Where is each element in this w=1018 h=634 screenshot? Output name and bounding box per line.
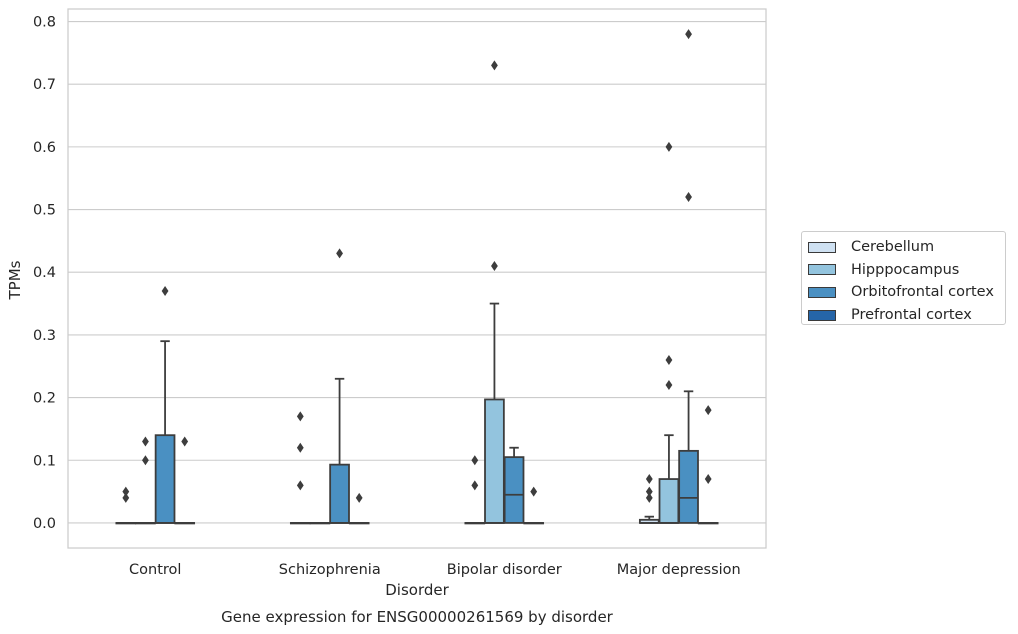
chart-caption: Gene expression for ENSG00000261569 by d… <box>221 608 614 626</box>
outlier-point <box>471 455 479 466</box>
outlier-point <box>685 29 692 40</box>
outlier-point <box>491 260 498 271</box>
y-tick-label: 0.7 <box>33 77 56 93</box>
plot-frame <box>67 8 767 549</box>
x-tick-label: Major depression <box>617 562 741 578</box>
x-tick-labels: Control Schizophrenia Bipolar disorder Majo… <box>129 562 741 578</box>
outlier-point <box>491 60 498 71</box>
outlier-point <box>685 192 692 203</box>
outlier-point <box>704 474 712 485</box>
box-orbitofrontal-cortex <box>503 446 525 524</box>
box-prefrontal-cortex <box>174 436 196 525</box>
outlier-point <box>142 455 149 466</box>
y-tick-label: 0.0 <box>33 516 56 532</box>
box-cerebellum <box>464 455 486 525</box>
x-axis-label: Disorder <box>385 581 449 599</box>
legend-item: Cerebellum <box>808 236 1005 259</box>
legend-item: Prefrontal cortex <box>808 304 1005 327</box>
legend-swatch <box>808 241 836 253</box>
box-prefrontal-cortex <box>523 486 545 525</box>
outlier-point <box>122 492 130 503</box>
legend-label: Orbitofrontal cortex <box>851 284 994 301</box>
legend-swatch <box>808 309 836 321</box>
box-hipppocampus <box>309 522 331 525</box>
legend-label: Cerebellum <box>851 239 935 256</box>
box-prefrontal-cortex <box>348 492 370 525</box>
outlier-point <box>665 141 673 152</box>
outlier-point <box>355 492 363 503</box>
y-tick-label: 0.1 <box>33 453 56 469</box>
outlier-point <box>645 474 653 485</box>
y-tick-label: 0.4 <box>33 265 56 281</box>
y-tick-label: 0.6 <box>33 140 56 156</box>
outlier-point <box>665 380 673 391</box>
x-tick-label: Control <box>129 562 181 578</box>
box-orbitofrontal-cortex <box>678 29 699 524</box>
legend-swatch <box>808 264 836 276</box>
outlier-point <box>296 442 304 453</box>
grid-lines <box>68 20 766 524</box>
legend: Cerebellum Hipppocampus Orbitofrontal cort… <box>801 231 1006 325</box>
x-tick-label: Bipolar disorder <box>447 562 562 578</box>
y-tick-label: 0.2 <box>33 391 56 407</box>
outlier-point <box>471 480 479 491</box>
outlier-point <box>296 411 304 422</box>
outlier-point <box>336 248 343 259</box>
legend-item: Orbitofrontal cortex <box>808 281 1005 304</box>
box-groups <box>115 29 719 525</box>
outlier-point <box>161 286 169 297</box>
legend-label: Hipppocampus <box>851 261 960 278</box>
box-hipppocampus <box>658 141 680 524</box>
box-orbitofrontal-cortex <box>329 248 350 524</box>
box-body <box>658 478 680 524</box>
outlier-point <box>142 436 149 447</box>
outlier-point <box>665 354 673 365</box>
box-prefrontal-cortex <box>697 405 719 525</box>
y-tick-labels: 0.0 0.1 0.2 0.3 0.4 0.5 0.6 0.7 0.8 <box>33 15 56 532</box>
x-tick-label: Schizophrenia <box>279 562 381 578</box>
outlier-point <box>530 486 538 497</box>
y-tick-label: 0.3 <box>33 328 56 344</box>
outlier-point <box>296 480 304 491</box>
box-hipppocampus <box>484 60 505 524</box>
outlier-point <box>122 486 130 497</box>
box-body <box>503 456 525 524</box>
box-cerebellum <box>289 411 311 525</box>
box-cerebellum <box>115 486 137 525</box>
outlier-point <box>704 405 712 416</box>
box-hipppocampus <box>135 436 156 525</box>
y-tick-label: 0.5 <box>33 203 56 219</box>
outlier-point <box>645 486 653 497</box>
y-axis-label: TPMs <box>6 260 24 300</box>
box-orbitofrontal-cortex <box>154 286 176 524</box>
legend-item: Hipppocampus <box>808 259 1005 282</box>
legend-swatch <box>808 286 836 298</box>
box-body <box>678 449 699 524</box>
outlier-point <box>645 492 653 503</box>
box-body <box>154 434 176 524</box>
box-body <box>484 398 505 524</box>
legend-label: Prefrontal cortex <box>851 307 972 324</box>
box-cerebellum <box>638 474 660 524</box>
box-body <box>329 463 350 524</box>
y-tick-label: 0.8 <box>33 15 56 31</box>
outlier-point <box>181 436 189 447</box>
